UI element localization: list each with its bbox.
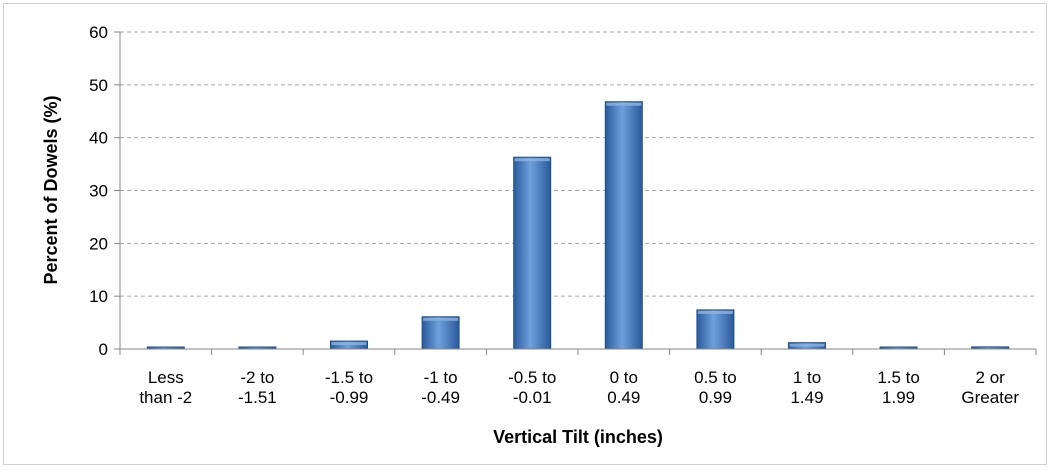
x-tick-label: 1.5 to 1.99	[877, 368, 920, 407]
x-tick-label-line: -0.99	[330, 388, 369, 407]
x-tick-label-line: 0.5 to	[694, 368, 737, 387]
x-tick-label-line: 1.49	[790, 388, 823, 407]
y-tick-label: 30	[89, 182, 108, 201]
y-tick-label: 40	[89, 129, 108, 148]
bar-highlight	[331, 342, 367, 346]
gridlines	[120, 31, 1036, 297]
x-tick-label: 1 to 1.49	[790, 368, 823, 407]
x-tick-label-line: -1 to	[424, 368, 458, 387]
bars	[146, 101, 1010, 350]
x-tick-label-line: 1.99	[882, 388, 915, 407]
bar-highlight	[423, 317, 459, 321]
bar	[696, 309, 735, 350]
x-tick-label-line: -0.5 to	[508, 368, 556, 387]
x-tick-label-line: -1.51	[238, 388, 277, 407]
x-tick-label-line: -1.5 to	[325, 368, 373, 387]
y-tick-label: 0	[99, 340, 108, 359]
axes	[114, 31, 1037, 355]
x-tick-label-line: Less	[148, 368, 184, 387]
x-tick-label-line: 2 or	[976, 368, 1006, 387]
y-tick-label: 20	[89, 234, 108, 253]
tick-labels: 0 10 20 30 40 50 60 Less than -2 -2 to -1.51 -1.5 t…	[89, 23, 1019, 407]
bar-body	[604, 101, 643, 350]
bar-highlight	[697, 310, 733, 314]
x-tick-label-line: 0.99	[699, 388, 732, 407]
x-tick-label-line: 1 to	[793, 368, 821, 387]
y-axis-title: Percent of Dowels (%)	[41, 95, 61, 284]
x-tick-label-line: -0.01	[513, 388, 552, 407]
x-tick-label: 0 to 0.49	[607, 368, 640, 407]
y-tick-label: 60	[89, 23, 108, 42]
x-tick-label: 0.5 to 0.99	[694, 368, 737, 407]
x-tick-label: -1.5 to -0.99	[325, 368, 373, 407]
x-tick-label-line: Greater	[961, 388, 1019, 407]
x-tick-label: 2 or Greater	[961, 368, 1019, 407]
x-tick-label-line: than -2	[139, 388, 192, 407]
bar-highlight	[606, 102, 642, 106]
x-tick-label: Less than -2	[139, 368, 192, 407]
bar-body	[421, 316, 460, 350]
bar-body	[513, 156, 552, 350]
x-axis-title: Vertical Tilt (inches)	[493, 427, 663, 447]
x-tick-label-line: 1.5 to	[877, 368, 920, 387]
bar-highlight	[514, 158, 550, 162]
x-tick-label: -2 to -1.51	[238, 368, 277, 407]
x-tick-label: -0.5 to -0.01	[508, 368, 556, 407]
x-tick-label-line: 0 to	[610, 368, 638, 387]
bar	[421, 316, 460, 350]
x-tick-label-line: 0.49	[607, 388, 640, 407]
chart-frame	[3, 3, 1047, 465]
x-tick-label-line: -2 to	[240, 368, 274, 387]
y-tick-label: 50	[89, 76, 108, 95]
y-tick-label: 10	[89, 287, 108, 306]
bar	[330, 340, 368, 350]
bar-body	[696, 309, 735, 350]
x-tick-label-line: -0.49	[421, 388, 460, 407]
x-tick-label: -1 to -0.49	[421, 368, 460, 407]
bar-highlight	[789, 343, 825, 347]
bar	[604, 101, 643, 350]
bar	[513, 156, 552, 350]
bar	[788, 342, 826, 350]
